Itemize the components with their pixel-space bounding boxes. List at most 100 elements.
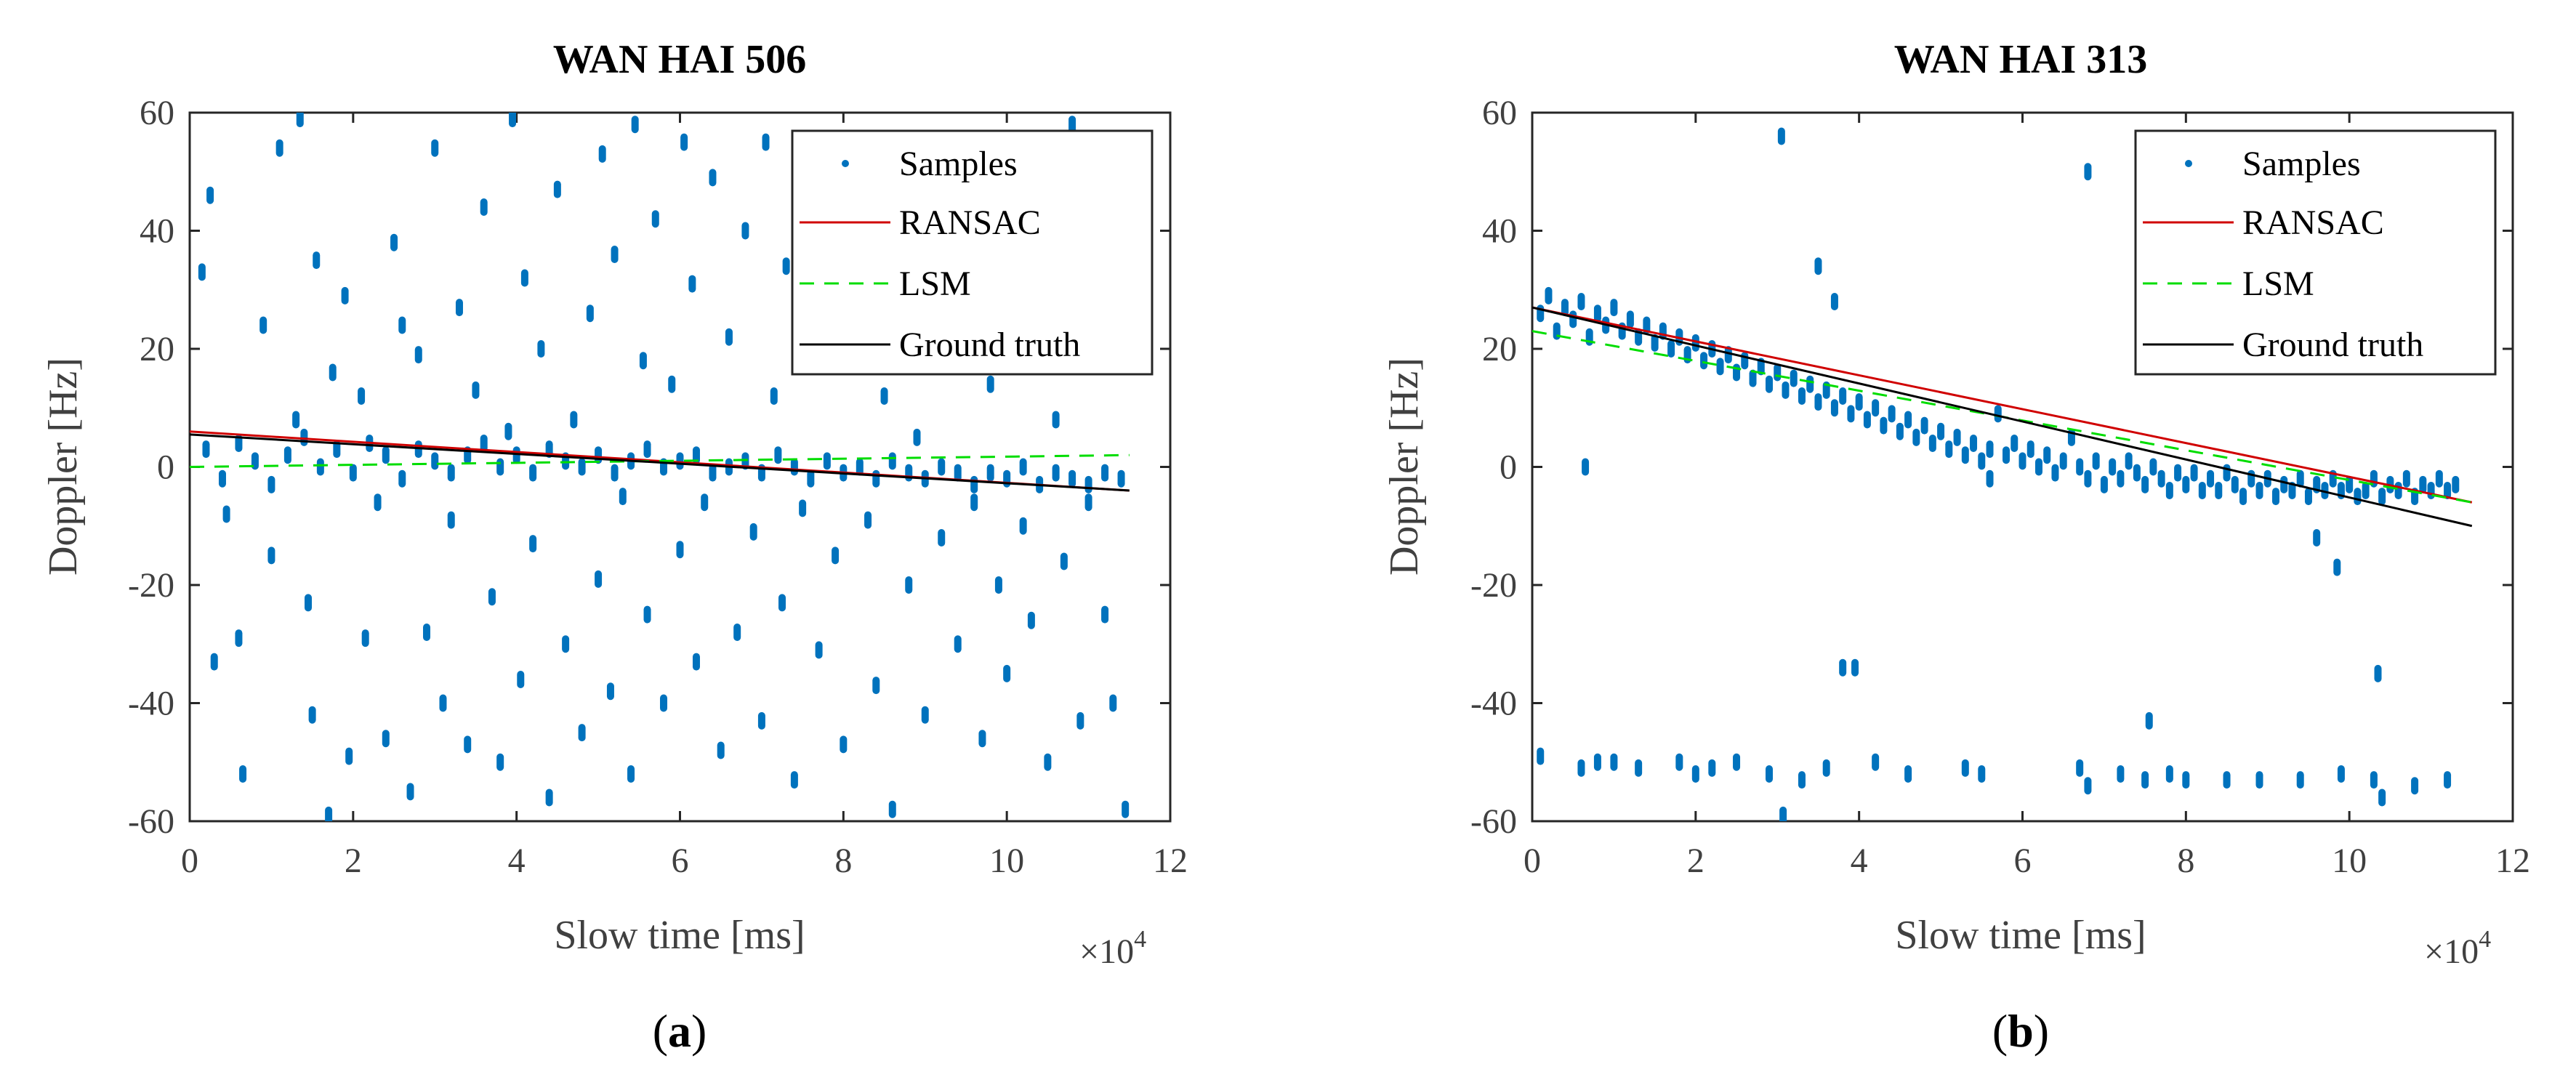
panel-b-x-exponent: ×104 xyxy=(2424,926,2491,971)
sample-point xyxy=(619,488,627,506)
legend-samples-label: Samples xyxy=(2242,145,2361,183)
sample-point xyxy=(1830,399,1838,417)
sample-point xyxy=(439,694,447,712)
panel-b-y-label: Doppler [Hz] xyxy=(1382,358,1427,576)
sample-point xyxy=(1774,363,1782,382)
panel-a-legend: Samples RANSAC LSM Ground truth xyxy=(791,129,1154,376)
sample-point xyxy=(305,594,313,612)
sample-point xyxy=(639,352,647,370)
panel-a-y-tick-labels: 60 40 20 0 -20 -40 -60 xyxy=(128,94,174,841)
sample-point xyxy=(1888,405,1896,423)
sample-point xyxy=(2157,469,2165,488)
sample-point xyxy=(296,113,304,128)
sample-point xyxy=(799,499,807,517)
sample-point xyxy=(488,588,496,606)
sample-point xyxy=(562,635,570,653)
panel-b-fit-lines xyxy=(1532,306,2473,528)
y-tick-label: -20 xyxy=(1470,566,1517,605)
sample-point xyxy=(1798,387,1806,405)
sample-point xyxy=(480,435,488,452)
x-tick-label: 0 xyxy=(1524,842,1541,880)
sample-point xyxy=(2419,475,2427,493)
sample-point xyxy=(790,458,798,476)
sample-point xyxy=(823,452,831,470)
sample-point xyxy=(595,570,603,588)
sample-point xyxy=(2296,771,2304,789)
sample-point xyxy=(447,511,455,529)
ground-truth-line xyxy=(1532,306,2473,528)
sample-point xyxy=(651,210,659,228)
sample-point xyxy=(2337,765,2345,783)
x-tick-label: 2 xyxy=(345,842,362,880)
sample-point xyxy=(872,469,880,488)
y-tick-label: 40 xyxy=(1482,212,1517,251)
sample-point xyxy=(725,328,733,346)
sample-point xyxy=(1839,387,1847,405)
sample-point xyxy=(701,493,709,512)
sample-point xyxy=(611,464,619,482)
sample-point xyxy=(1027,611,1035,629)
sample-point xyxy=(2313,529,2321,546)
sample-point xyxy=(676,541,684,559)
sample-point xyxy=(888,800,896,818)
sample-point xyxy=(480,198,488,216)
sample-point xyxy=(986,464,994,482)
sample-point xyxy=(1651,334,1659,352)
legend-lsm-label: LSM xyxy=(899,265,971,303)
sample-point xyxy=(545,788,553,807)
sample-point xyxy=(1790,369,1798,387)
y-tick-label: 0 xyxy=(1500,448,1517,487)
sample-point xyxy=(1945,440,1953,459)
panel-b-samples xyxy=(1537,127,2460,821)
sample-point xyxy=(1872,753,1880,771)
sample-point xyxy=(2084,163,2092,181)
sample-point xyxy=(235,435,243,452)
sample-point xyxy=(1593,753,1601,771)
sample-point xyxy=(586,304,594,323)
sample-point xyxy=(398,469,406,488)
x-tick-label: 4 xyxy=(1851,842,1868,880)
sample-point xyxy=(880,387,888,405)
sample-point xyxy=(1733,753,1741,771)
y-tick-label: 60 xyxy=(140,94,174,132)
sample-point xyxy=(361,629,369,648)
sample-point xyxy=(2374,664,2382,682)
ransac-line xyxy=(1532,306,2473,504)
y-tick-label: -60 xyxy=(128,802,174,841)
sample-point xyxy=(398,316,406,334)
sample-point xyxy=(222,505,230,523)
x-tick-label: 10 xyxy=(2332,842,2367,880)
sample-point xyxy=(2296,469,2304,488)
panel-b-ticks xyxy=(1531,111,2514,823)
sample-point xyxy=(1896,422,1904,440)
y-tick-label: -20 xyxy=(128,566,174,605)
sample-point xyxy=(2378,488,2386,506)
sample-point xyxy=(2076,759,2084,777)
sample-point xyxy=(2370,771,2378,789)
sample-point xyxy=(333,440,341,459)
sample-point xyxy=(2059,452,2067,470)
sample-point xyxy=(1986,469,1994,488)
sample-point xyxy=(423,624,431,641)
sample-point xyxy=(2100,475,2108,493)
sample-point xyxy=(1076,711,1084,730)
sample-point xyxy=(1766,765,1774,783)
sample-point xyxy=(688,275,696,293)
sample-point xyxy=(1101,464,1109,482)
sample-point xyxy=(2003,446,2011,464)
sample-point xyxy=(358,387,366,405)
sample-point xyxy=(643,440,651,459)
sample-point xyxy=(382,730,390,748)
sample-point xyxy=(2452,475,2460,493)
sample-point xyxy=(2321,482,2329,499)
sample-point xyxy=(1582,458,1590,476)
sample-point xyxy=(2378,788,2386,807)
sample-point xyxy=(1716,358,1724,376)
sample-point xyxy=(374,493,382,512)
sample-point xyxy=(1585,328,1593,346)
sample-point xyxy=(2247,469,2255,488)
sample-point xyxy=(1880,416,1888,435)
panel-b-chart: WAN HAI 313 60 40 20 0 -20 -40 -60 0 2 4… xyxy=(1382,37,2530,1057)
sample-point xyxy=(2402,469,2410,488)
sample-point xyxy=(1912,428,1920,446)
